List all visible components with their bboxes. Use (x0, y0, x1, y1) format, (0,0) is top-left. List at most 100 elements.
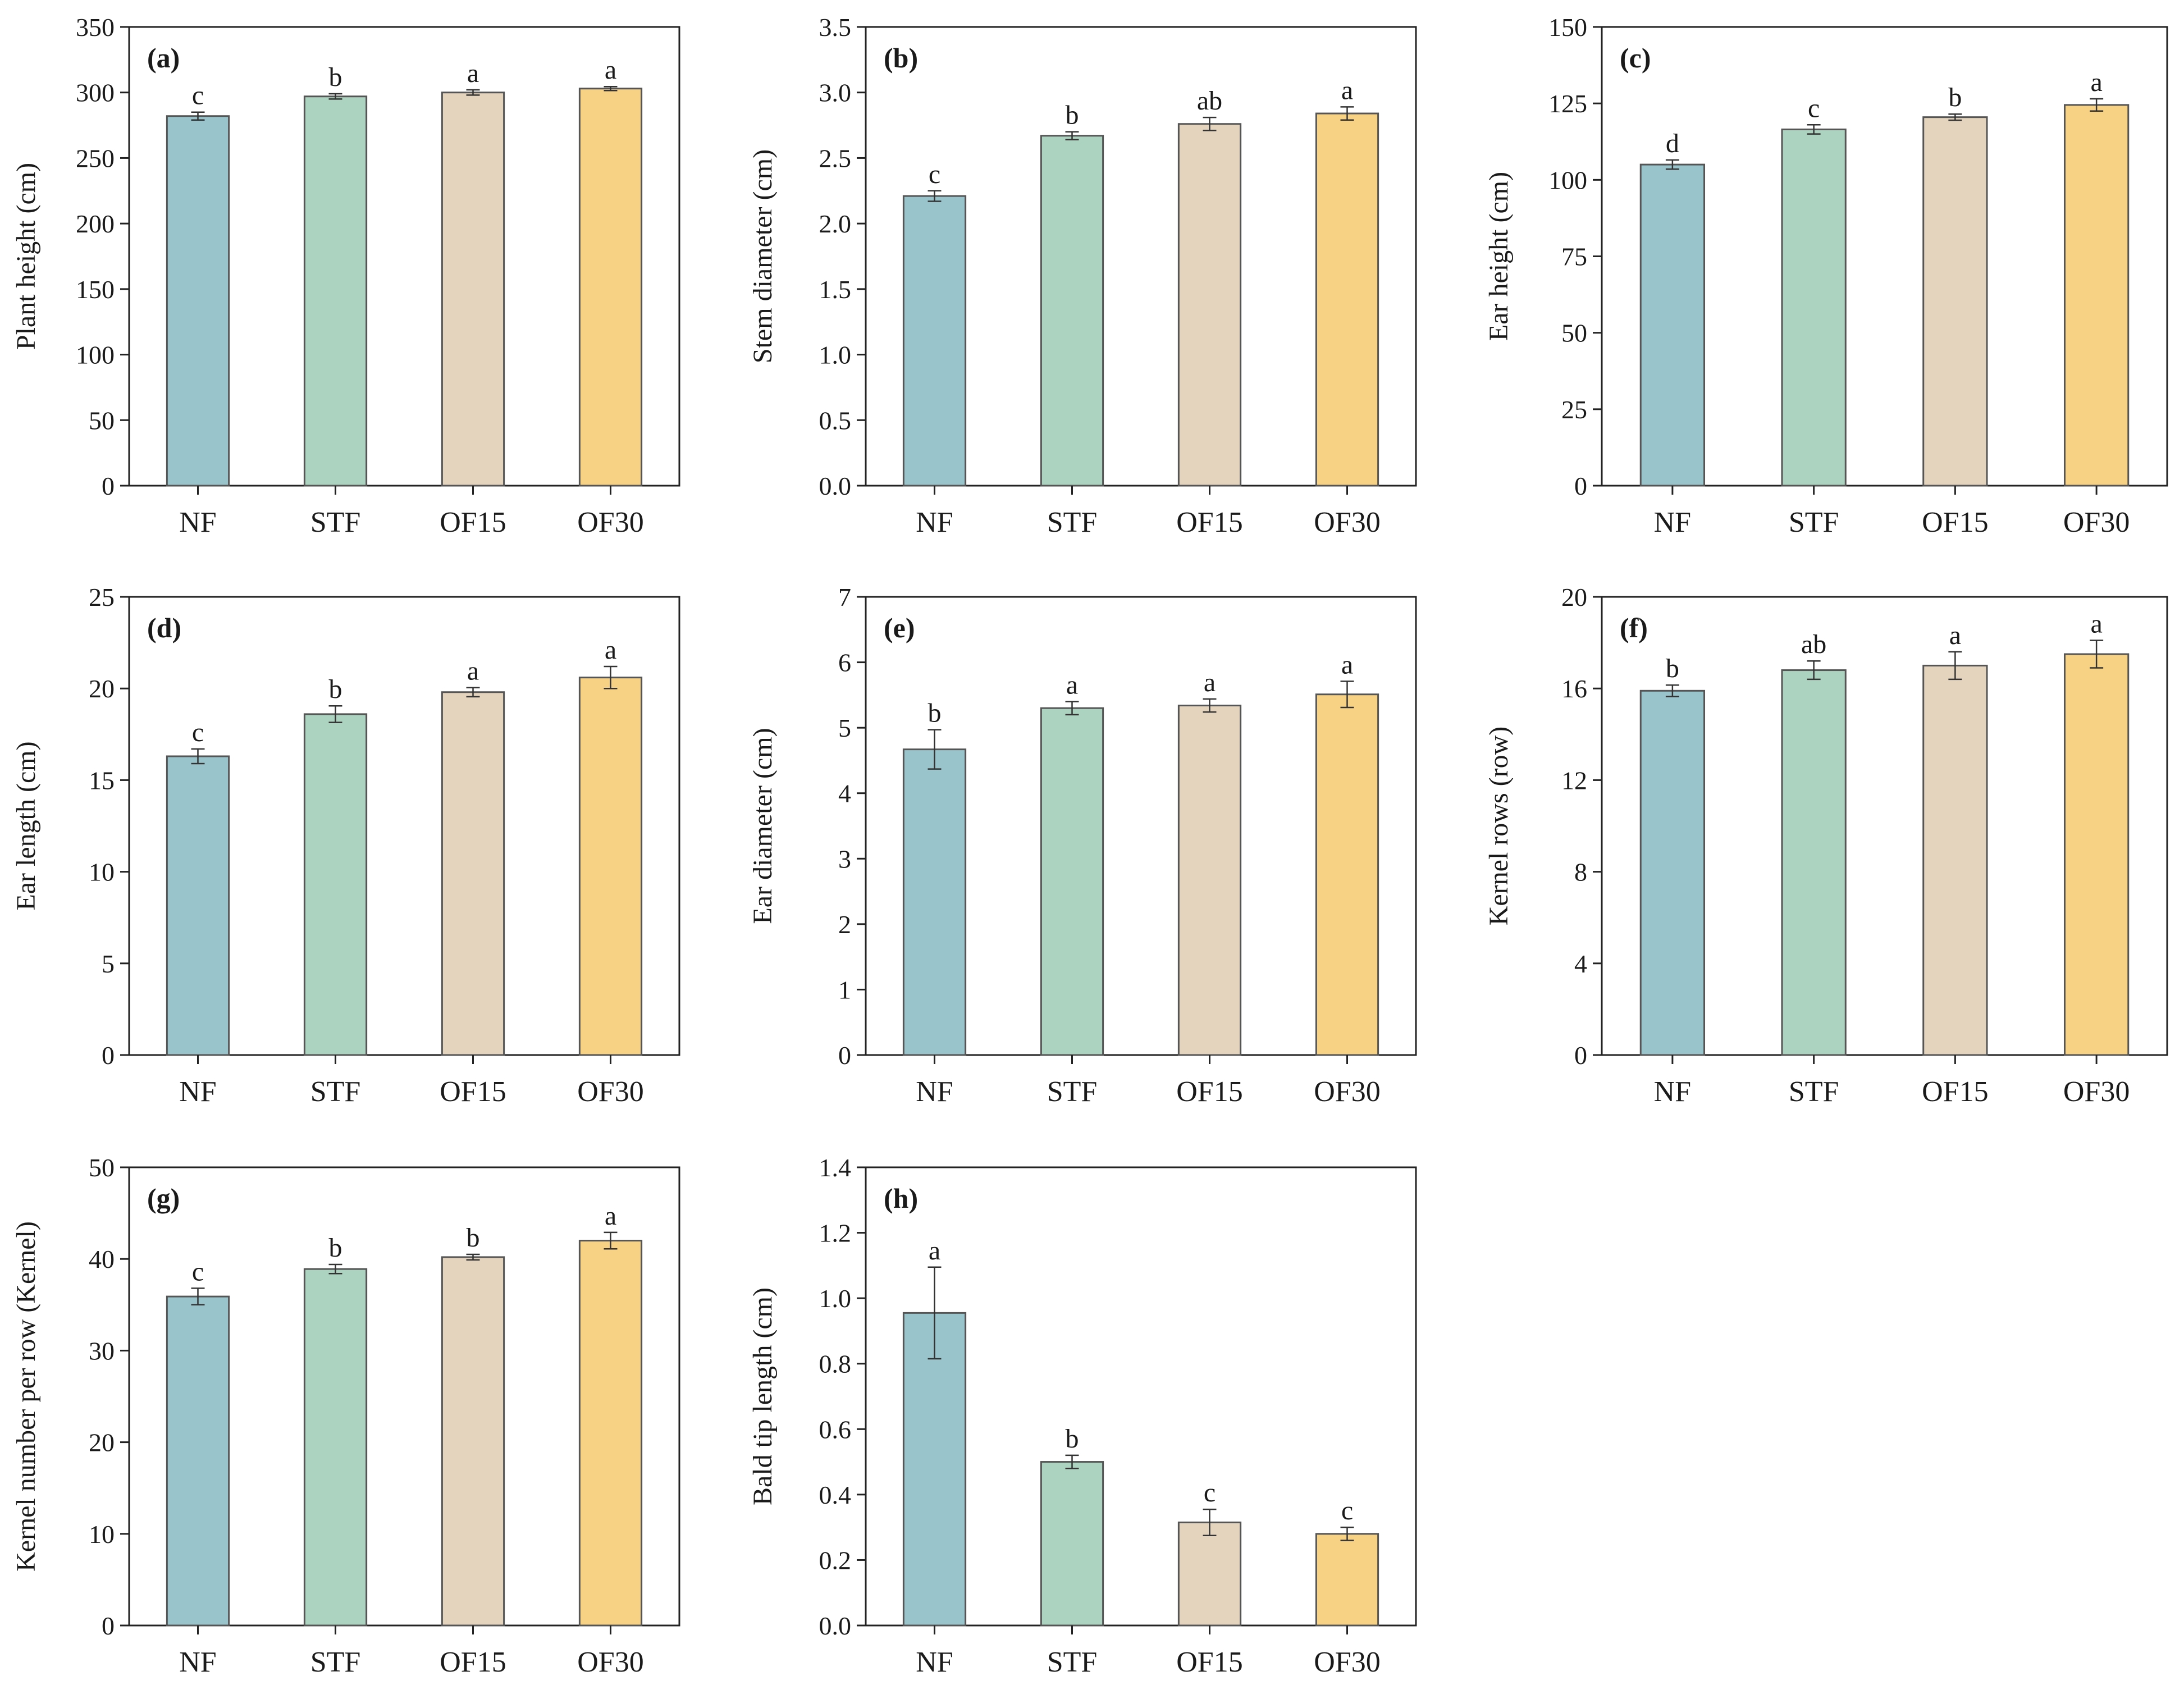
bar-c-OF30 (2063, 104, 2130, 487)
y-tick-label-e-0: 0 (838, 1041, 851, 1070)
x-tick-label-f-OF15: OF15 (1922, 1076, 1988, 1108)
bar-b-OF15 (1177, 123, 1242, 487)
panel-f: 0 4 8 12 16 20 Kernel rows (row) (f) b NF ab STF a OF… (1484, 583, 2168, 1108)
y-tick-label-f-4: 16 (1561, 674, 1587, 703)
significance-label-b-NF: c (929, 159, 940, 189)
x-tick-label-a-OF15: OF15 (440, 506, 506, 538)
y-tick-label-a-3: 150 (76, 275, 115, 304)
bar-h-OF15 (1177, 1521, 1242, 1627)
x-tick-label-a-STF: STF (310, 506, 361, 538)
y-tick-label-a-4: 200 (76, 209, 115, 238)
x-tick-label-f-STF: STF (1789, 1076, 1839, 1108)
panel-label-e: (e) (884, 612, 915, 643)
y-tick-label-h-7: 1.4 (819, 1153, 852, 1182)
significance-label-d-NF: c (192, 718, 204, 747)
significance-label-c-OF30: a (2090, 67, 2102, 97)
y-tick-label-f-3: 12 (1561, 766, 1587, 794)
bar-h-STF (1040, 1461, 1104, 1627)
y-tick-label-b-1: 0.5 (819, 406, 852, 435)
y-axis-label-f: Kernel rows (row) (1484, 727, 1514, 926)
x-tick-label-h-OF15: OF15 (1176, 1646, 1242, 1678)
significance-label-a-STF: b (329, 62, 342, 92)
significance-label-d-OF30: a (605, 635, 616, 665)
significance-label-d-STF: b (329, 674, 342, 704)
y-tick-label-e-5: 5 (838, 714, 851, 742)
y-tick-label-g-5: 50 (89, 1153, 115, 1182)
significance-label-d-OF15: a (467, 656, 479, 686)
y-tick-label-d-1: 5 (102, 949, 115, 978)
y-tick-label-g-1: 10 (89, 1520, 115, 1549)
y-tick-label-f-2: 8 (1574, 858, 1587, 887)
y-tick-label-e-2: 2 (838, 910, 851, 939)
y-tick-label-a-5: 250 (76, 144, 115, 172)
x-tick-label-e-OF30: OF30 (1314, 1076, 1380, 1108)
bar-c-STF (1781, 128, 1847, 487)
axes-frame-e (865, 596, 1417, 1056)
bar-e-OF15 (1177, 705, 1242, 1056)
significance-label-b-OF15: ab (1197, 86, 1222, 116)
axes-frame-d (128, 596, 680, 1056)
bar-e-OF30 (1315, 693, 1379, 1056)
bar-h-OF30 (1315, 1533, 1379, 1627)
significance-label-g-OF30: a (605, 1201, 616, 1231)
x-tick-label-g-STF: STF (310, 1646, 361, 1678)
y-tick-label-d-2: 10 (89, 858, 115, 887)
significance-label-c-NF: d (1666, 129, 1679, 158)
y-tick-label-a-1: 50 (89, 406, 115, 435)
y-axis-label-e: Ear diameter (cm) (748, 728, 778, 924)
panel-label-c: (c) (1620, 42, 1651, 74)
bar-b-OF30 (1315, 112, 1379, 487)
significance-label-g-STF: b (329, 1233, 342, 1263)
panel-label-h: (h) (884, 1182, 918, 1214)
y-axis-label-g: Kernel number per row (Kernel) (11, 1221, 41, 1572)
x-tick-label-c-STF: STF (1789, 506, 1839, 538)
y-tick-label-h-5: 1.0 (819, 1284, 852, 1313)
significance-label-a-NF: c (192, 81, 204, 111)
y-tick-label-b-7: 3.5 (819, 13, 852, 42)
significance-label-g-OF15: b (467, 1223, 480, 1253)
x-tick-label-h-STF: STF (1047, 1646, 1098, 1678)
x-tick-label-e-OF15: OF15 (1176, 1076, 1242, 1108)
y-tick-label-b-5: 2.5 (819, 144, 852, 172)
y-tick-label-b-6: 3.0 (819, 79, 852, 107)
y-tick-label-a-6: 300 (76, 79, 115, 107)
y-tick-label-f-1: 4 (1574, 949, 1587, 978)
significance-label-a-OF15: a (467, 58, 479, 88)
y-tick-label-a-7: 350 (76, 13, 115, 42)
y-tick-label-h-6: 1.2 (819, 1219, 852, 1248)
significance-label-h-NF: a (929, 1236, 940, 1266)
significance-label-c-STF: c (1808, 93, 1820, 123)
y-tick-label-c-0: 0 (1574, 472, 1587, 500)
significance-label-c-OF15: b (1948, 83, 1962, 112)
bar-g-STF (303, 1268, 368, 1627)
significance-label-a-OF30: a (605, 55, 616, 85)
y-tick-label-h-2: 0.4 (819, 1481, 852, 1509)
bar-g-OF15 (441, 1256, 505, 1627)
panel-label-d: (d) (147, 612, 181, 643)
y-tick-label-h-4: 0.8 (819, 1350, 852, 1378)
panel-label-f: (f) (1620, 612, 1648, 643)
y-tick-label-a-0: 0 (102, 472, 115, 500)
bar-d-OF30 (578, 677, 643, 1056)
x-tick-label-d-NF: NF (179, 1076, 216, 1108)
x-tick-label-a-NF: NF (179, 506, 216, 538)
axes-frame-h (865, 1166, 1417, 1627)
bar-a-OF30 (578, 88, 643, 487)
significance-label-f-STF: ab (1801, 629, 1826, 659)
y-axis-label-a: Plant height (cm) (11, 163, 41, 350)
y-tick-label-e-3: 3 (838, 844, 851, 873)
y-tick-label-b-4: 2.0 (819, 209, 852, 238)
panel-d: 0 5 10 15 20 25 Ear length (cm) (d) c NF b STF a OF15… (11, 583, 680, 1108)
x-tick-label-d-OF30: OF30 (577, 1076, 643, 1108)
bar-g-NF (166, 1295, 230, 1627)
bar-f-OF15 (1922, 664, 1988, 1056)
y-tick-label-e-7: 7 (838, 583, 851, 611)
panel-g: 0 10 20 30 40 50 Kernel number per row (Kernel… (11, 1153, 680, 1678)
x-tick-label-h-NF: NF (916, 1646, 953, 1678)
significance-label-h-OF30: c (1341, 1496, 1353, 1526)
significance-label-b-OF30: a (1341, 75, 1353, 105)
bar-b-NF (902, 195, 967, 487)
x-tick-label-g-OF30: OF30 (577, 1646, 643, 1678)
bar-f-NF (1639, 689, 1706, 1056)
panel-a: 0 50 100 150 200 250 300 350 Plant height (cm) (a… (11, 13, 680, 538)
